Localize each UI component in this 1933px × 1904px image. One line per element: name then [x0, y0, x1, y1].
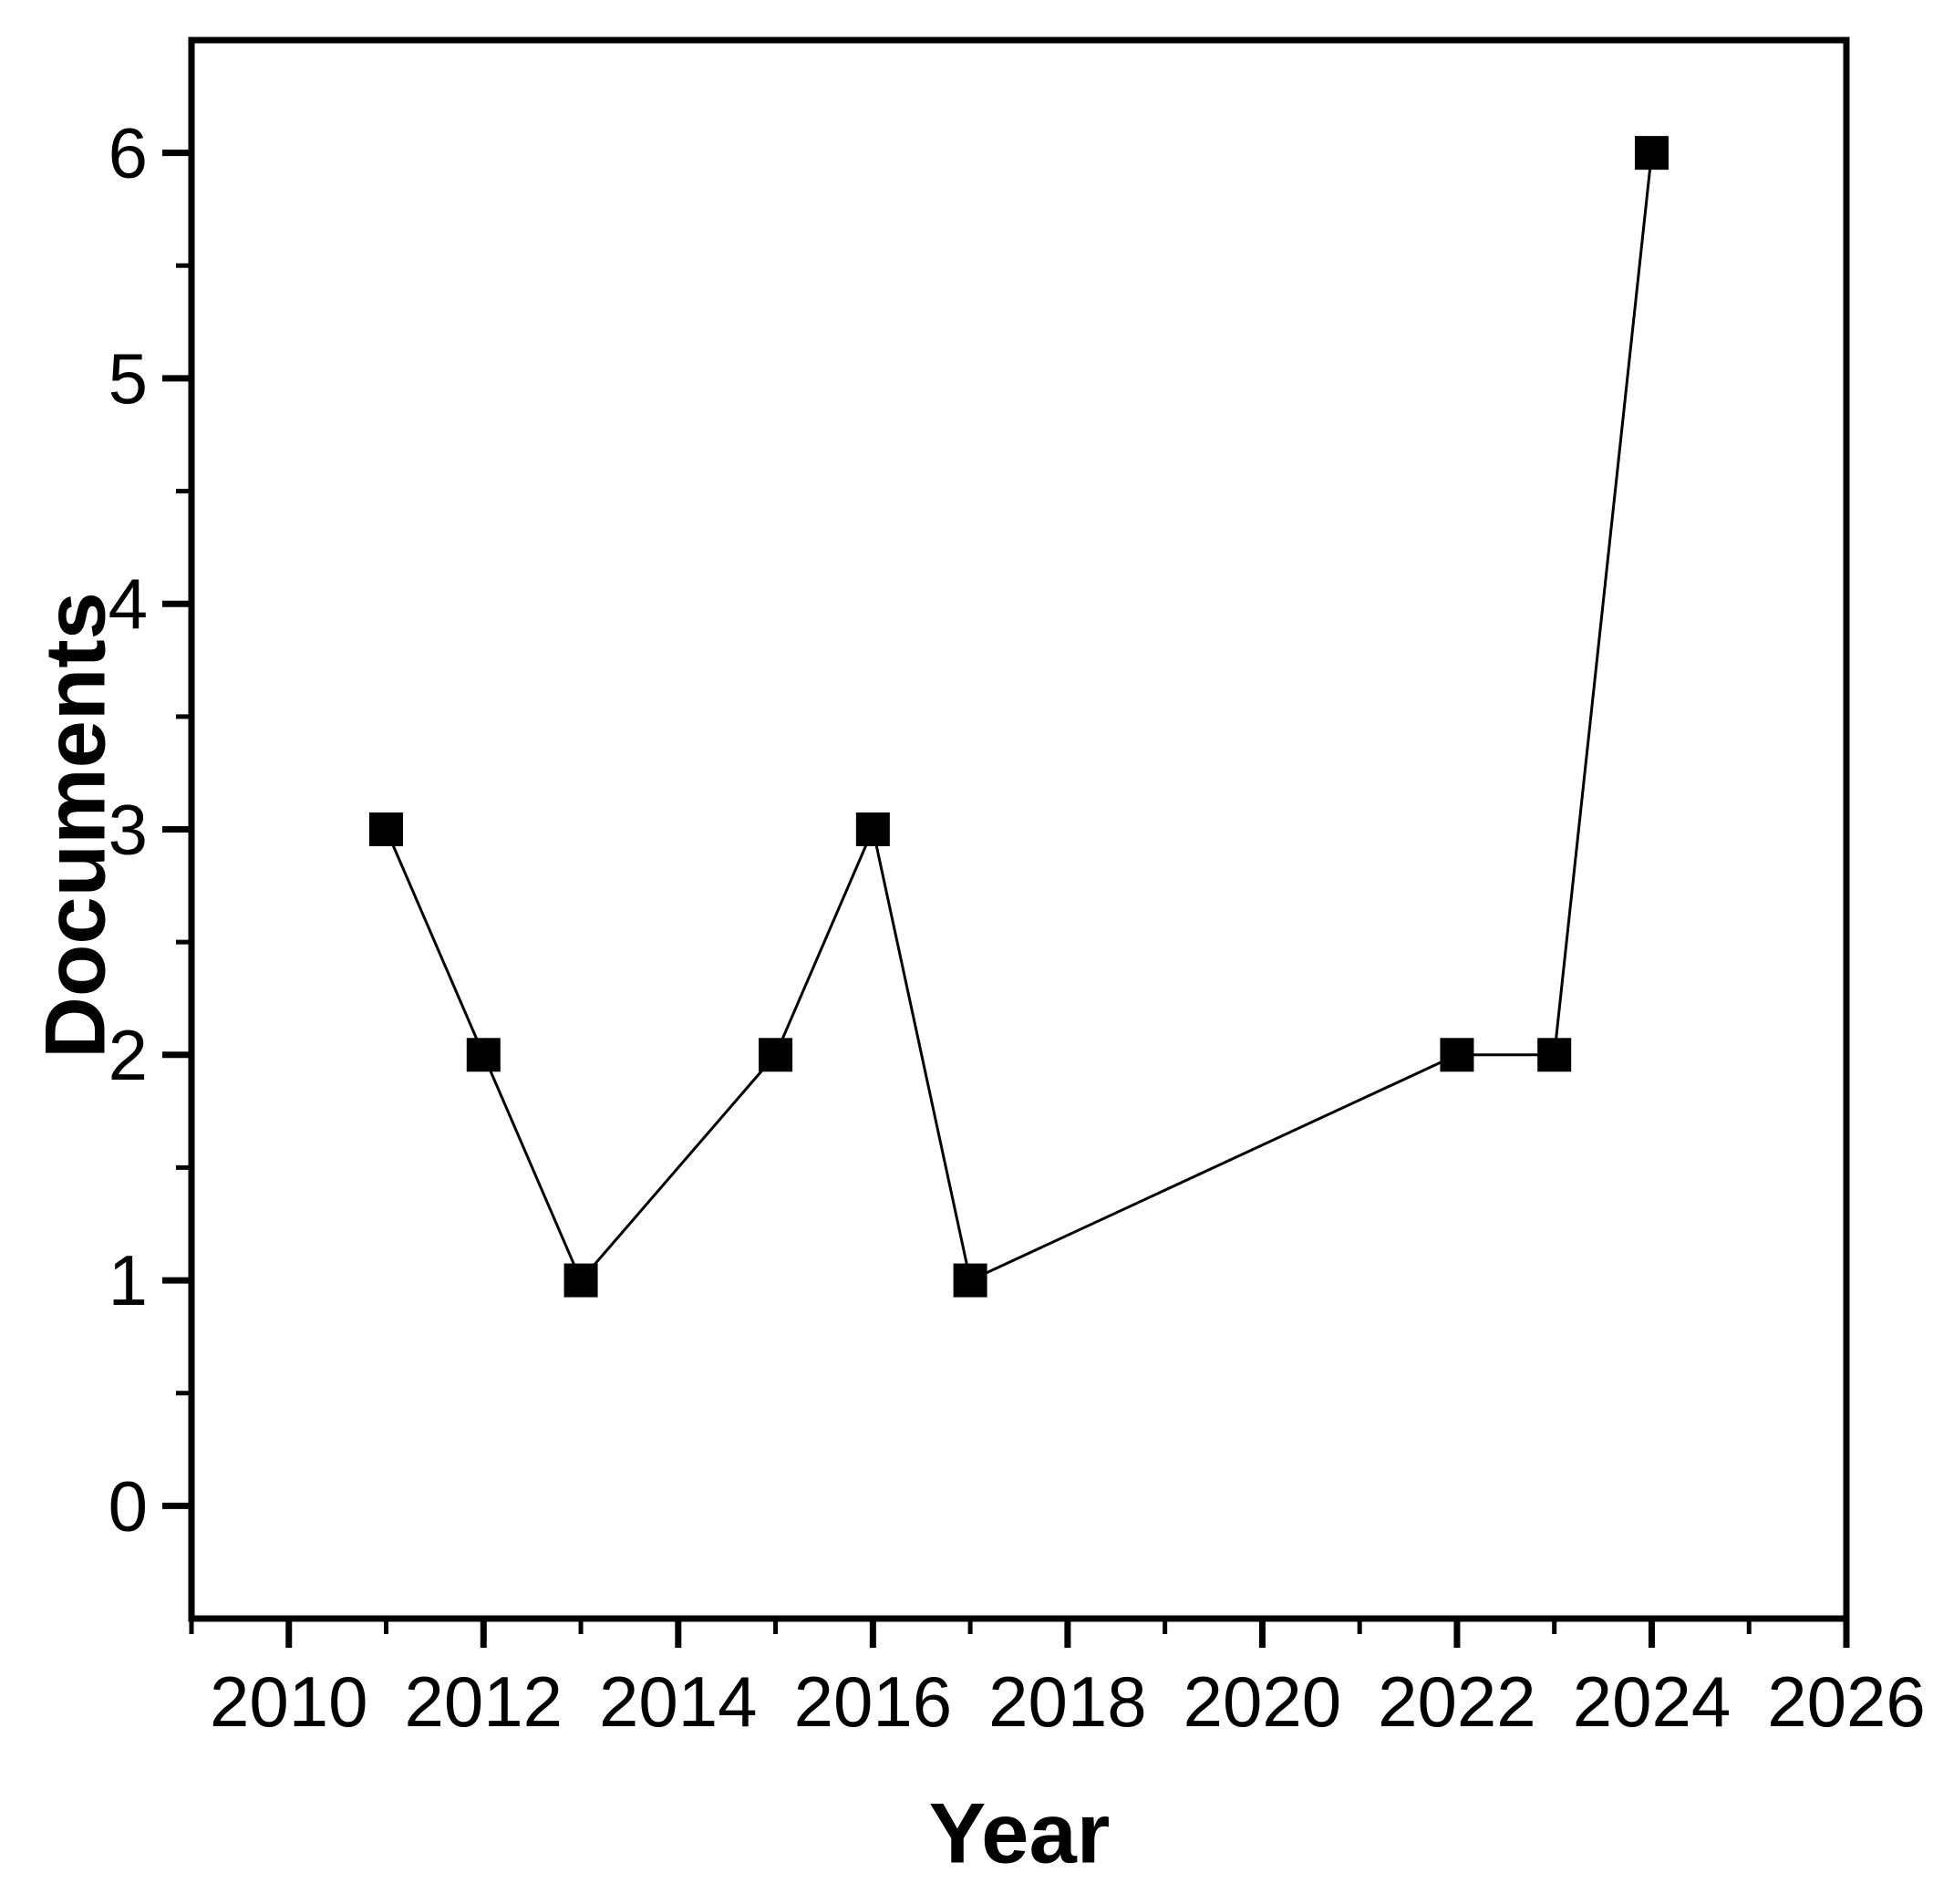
- x-tick-label: 2016: [794, 1661, 953, 1742]
- y-tick-label: 0: [109, 1465, 148, 1546]
- x-tick-label: 2014: [599, 1661, 758, 1742]
- data-point-marker: [1634, 136, 1669, 171]
- data-line: [385, 152, 1653, 1283]
- x-axis-title: Year: [929, 1785, 1111, 1881]
- y-axis-title: Documents: [27, 592, 123, 1059]
- data-point-marker: [369, 812, 404, 846]
- x-tick-label: 2022: [1378, 1661, 1536, 1742]
- data-point-marker: [1537, 1038, 1572, 1072]
- x-tick-label: 2012: [405, 1661, 563, 1742]
- y-tick-label: 3: [109, 790, 148, 870]
- x-tick-label: 2024: [1573, 1661, 1731, 1742]
- data-point-marker: [855, 812, 890, 846]
- y-tick-label: 2: [109, 1015, 148, 1095]
- data-point-marker: [759, 1038, 793, 1072]
- y-tick-label: 1: [109, 1240, 148, 1320]
- data-point-marker: [1440, 1038, 1474, 1072]
- y-tick-label: 5: [109, 338, 148, 419]
- chart-layer: 2010 2012 2014 2016 2018 2020 2022 2024 2026 0 1 2 3…: [109, 36, 1926, 1742]
- x-tick-label: 2020: [1184, 1661, 1342, 1742]
- data-point-marker: [563, 1263, 598, 1298]
- data-point-marker: [466, 1038, 501, 1072]
- x-tick-label: 2010: [210, 1661, 368, 1742]
- x-tick-label: 2018: [988, 1661, 1147, 1742]
- x-tick-label: 2026: [1767, 1661, 1926, 1742]
- data-point-marker: [953, 1263, 987, 1298]
- plot-frame: [188, 36, 1850, 1622]
- y-tick-label: 6: [109, 113, 148, 193]
- y-tick-label: 4: [109, 564, 148, 644]
